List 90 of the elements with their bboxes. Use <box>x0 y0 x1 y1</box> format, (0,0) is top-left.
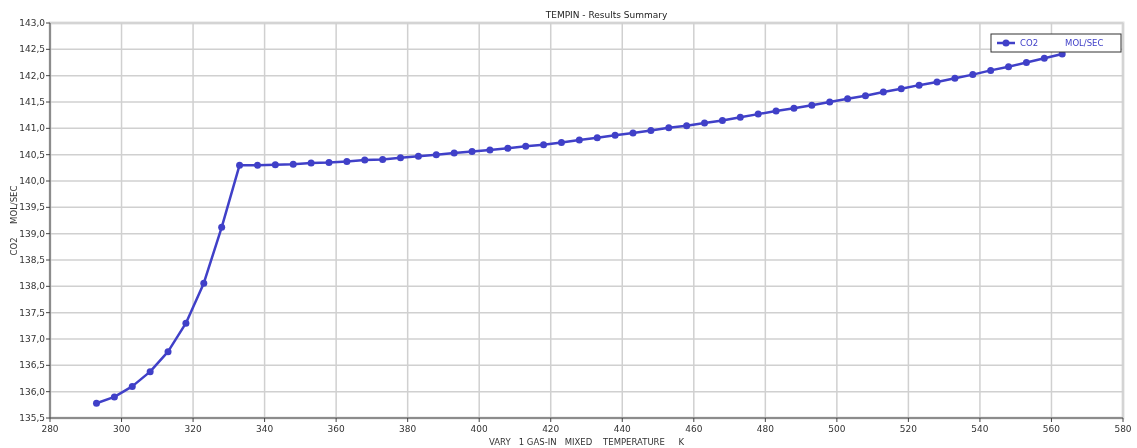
point <box>414 152 422 160</box>
point <box>879 88 887 96</box>
point <box>361 156 369 164</box>
y-axis-title: CO2 MOL/SEC <box>9 185 19 256</box>
point <box>236 161 244 169</box>
point <box>1022 59 1030 66</box>
point <box>164 348 172 356</box>
point <box>468 148 476 156</box>
point <box>379 155 387 163</box>
point <box>325 159 333 167</box>
point <box>110 393 118 401</box>
point <box>557 139 565 147</box>
y-tick-label: 141,5 <box>19 97 45 107</box>
y-tick-label: 139,5 <box>19 202 45 213</box>
point <box>450 149 458 157</box>
y-tick-label: 142,5 <box>19 44 45 55</box>
point <box>504 144 512 152</box>
x-tick-label: 300 <box>112 424 131 434</box>
point <box>593 134 601 142</box>
point <box>146 368 154 376</box>
chart-title: TEMPIN - Results Summary <box>544 10 668 20</box>
point <box>951 74 959 82</box>
point <box>665 124 673 132</box>
point <box>218 223 226 231</box>
point <box>844 95 852 103</box>
point <box>182 319 190 327</box>
point <box>861 92 869 100</box>
x-tick-label: 420 <box>542 424 560 434</box>
point <box>253 161 261 169</box>
point <box>969 71 977 79</box>
y-tick-label: 137,5 <box>19 307 45 318</box>
point <box>1040 54 1048 62</box>
legend-label: CO2 MOL/SEC <box>1020 38 1104 48</box>
x-tick-label: 360 <box>327 424 345 434</box>
point <box>808 101 816 109</box>
point <box>289 160 297 168</box>
x-tick-label: 460 <box>685 424 703 434</box>
y-tick-label: 139,0 <box>19 228 46 239</box>
point <box>1005 63 1013 71</box>
y-tick-label: 140,5 <box>19 149 45 160</box>
x-tick-label: 280 <box>41 424 59 434</box>
point <box>522 142 530 150</box>
point <box>307 159 315 167</box>
point <box>718 116 726 124</box>
point <box>540 141 548 149</box>
point <box>432 151 440 159</box>
point <box>486 146 494 154</box>
y-tick-label: 138,5 <box>19 255 45 265</box>
x-axis-title: VARY 1 GAS-IN MIXED TEMPERATURE K <box>489 437 685 447</box>
point <box>683 122 691 130</box>
y-tick-label: 141,0 <box>19 123 46 134</box>
point <box>736 113 744 121</box>
point <box>826 98 834 106</box>
point <box>790 104 798 112</box>
point <box>987 66 995 74</box>
x-tick-label: 560 <box>1042 424 1061 434</box>
x-tick-label: 480 <box>756 424 775 434</box>
point <box>200 279 208 287</box>
x-tick-label: 400 <box>470 424 489 434</box>
y-tick-label: 143,0 <box>19 18 46 28</box>
y-tick-label: 136,5 <box>19 360 45 371</box>
point <box>271 161 279 169</box>
point <box>772 107 780 115</box>
x-tick-label: 540 <box>971 424 989 434</box>
point <box>128 382 136 390</box>
x-tick-label: 380 <box>399 424 417 434</box>
y-tick-label: 142,0 <box>19 70 46 81</box>
point <box>93 399 100 407</box>
x-tick-label: 440 <box>613 424 632 434</box>
x-tick-label: 340 <box>256 424 274 434</box>
y-tick-label: 138,0 <box>19 281 46 292</box>
y-tick-label: 140,0 <box>19 176 46 186</box>
point <box>343 158 351 166</box>
x-tick-label: 580 <box>1114 424 1132 434</box>
point <box>701 119 709 127</box>
point <box>611 131 619 139</box>
y-tick-label: 137,0 <box>19 334 46 344</box>
point <box>897 85 905 93</box>
x-tick-label: 520 <box>899 424 918 434</box>
point <box>647 126 655 134</box>
x-tick-label: 320 <box>184 424 202 434</box>
point <box>629 129 637 137</box>
point <box>754 110 762 118</box>
y-tick-label: 136,0 <box>19 386 46 397</box>
point <box>933 78 941 86</box>
point <box>915 81 923 89</box>
point <box>575 136 583 144</box>
x-tick-label: 500 <box>828 424 846 434</box>
point <box>397 154 405 162</box>
y-tick-label: 135,5 <box>19 413 45 423</box>
